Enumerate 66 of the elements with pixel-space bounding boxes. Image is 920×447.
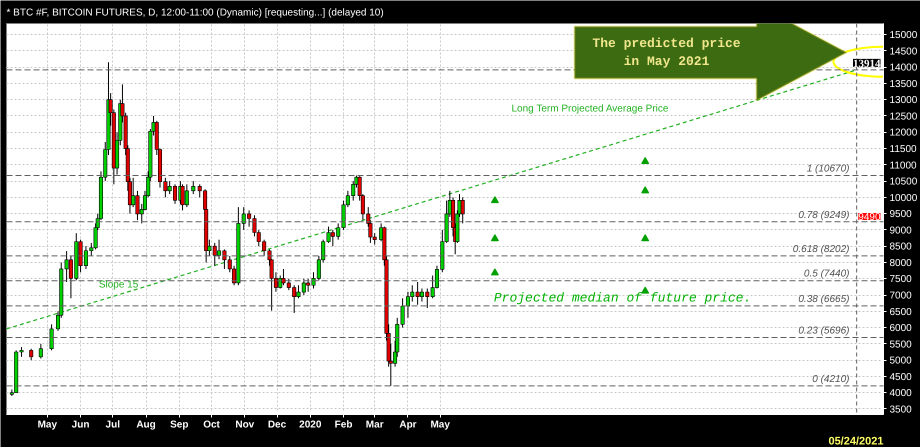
candlestick [29, 348, 34, 361]
point [490, 268, 499, 276]
candlestick [50, 324, 54, 351]
point [641, 156, 650, 164]
y-tick-label: 12500 [890, 111, 918, 122]
x-tick-label: Jun [72, 420, 90, 430]
y-tick-label: 7500 [890, 274, 912, 286]
y-tick-label: 10000 [890, 192, 918, 204]
y-tick-label: 8000 [890, 258, 912, 269]
point [641, 286, 650, 294]
y-tick-label: 5000 [890, 356, 912, 367]
ref-line-label: 0.38 (6665) [798, 294, 850, 305]
y-tick-label: 13500 [890, 78, 918, 90]
candlestick [180, 184, 185, 211]
ref-line-label: 1 (10670) [806, 164, 850, 175]
y-tick-label: 5500 [890, 339, 912, 350]
annotation: Long Term Projected Average Price [512, 104, 669, 114]
candlestick [38, 343, 43, 360]
annotation: 9490 [858, 212, 881, 223]
x-tick-label: Dec [268, 420, 287, 430]
ref-line-label: 0.23 (5696) [798, 325, 850, 336]
candlestick [184, 184, 189, 208]
x-tick-label: Jul [106, 420, 120, 430]
chart-title: * BTC #F, BITCOIN FUTURES, D, 12:00-11:00 (Dynamic) [requesting...] (delayed 10) [6, 8, 384, 18]
y-tick-label: 12000 [890, 128, 918, 139]
point [490, 196, 499, 204]
x-tick-label: May [38, 420, 58, 430]
y-tick-label: 10500 [890, 176, 918, 188]
ref-line-label: 0.5 (7440) [804, 268, 850, 280]
y-tick-label: 13000 [890, 95, 918, 106]
x-tick-label: Oct [203, 420, 221, 430]
y-tick-label: 4000 [890, 388, 912, 400]
y-tick-label: 8500 [890, 242, 912, 253]
x-tick-label: May [430, 420, 450, 430]
annotation: The predicted price in May 2021 [592, 36, 741, 69]
x-tick-label: Aug [136, 420, 156, 430]
candlestick [460, 196, 465, 224]
y-tick-label: 4500 [890, 372, 912, 383]
y-tick-label: 14500 [890, 46, 918, 58]
y-tick-label: 15000 [890, 30, 918, 42]
x-tick-label: Sep [170, 420, 188, 430]
annotation: Slope 15 [98, 280, 139, 291]
y-tick-label: 11000 [890, 160, 918, 172]
y-tick-label: 6000 [890, 323, 912, 334]
y-tick-label: 11500 [890, 144, 918, 156]
ref-line-label: 0 (4210) [812, 374, 850, 385]
y-tick-label: 7000 [890, 290, 912, 302]
x-tick-label: Apr [399, 420, 417, 430]
ref-line-label: 0.78 (9249) [798, 210, 850, 221]
point [490, 234, 499, 242]
y-tick-label: 6500 [890, 306, 912, 318]
x-tick-label: Feb [334, 420, 352, 430]
x-tick-label: Mar [366, 420, 384, 430]
y-tick-label: 9500 [890, 209, 912, 220]
ref-line-label: 0.618 (8202) [792, 244, 850, 255]
y-tick-label: 9000 [890, 225, 912, 236]
annotation: Projected median of future price. [494, 290, 752, 306]
x-tick-label: Nov [235, 420, 255, 430]
y-tick-label: 14000 [890, 62, 918, 74]
candlestick [191, 180, 196, 195]
point [641, 186, 650, 194]
point [641, 234, 650, 242]
x-tick-label: 2020 [299, 420, 322, 430]
ref-line-label: 05/24/2021 [828, 436, 884, 447]
y-tick-label: 3500 [890, 404, 912, 416]
annotation: 13914 [853, 58, 881, 70]
